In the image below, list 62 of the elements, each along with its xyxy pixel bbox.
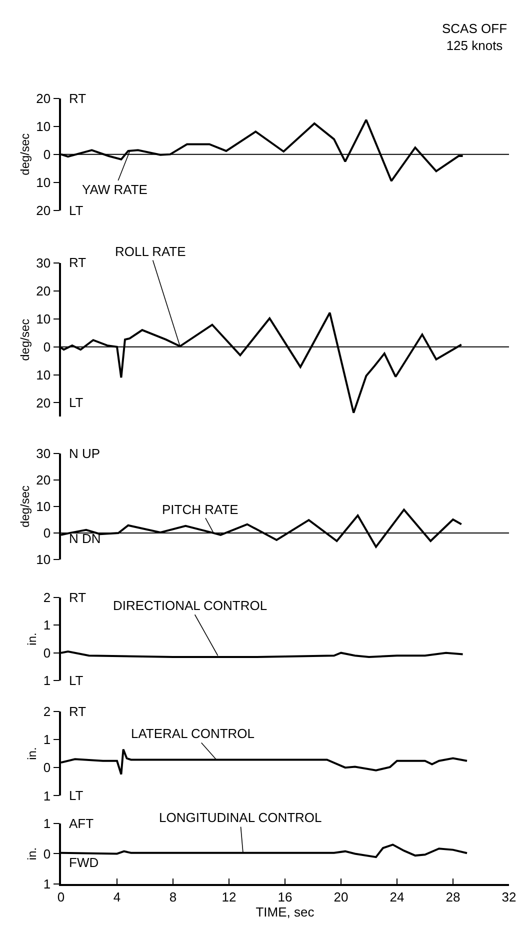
x-tick-label: 4	[113, 889, 121, 904]
y-tick-label: 10	[36, 499, 51, 514]
y-tick-label: 1	[43, 673, 51, 688]
y-tick-label: 10	[36, 367, 51, 382]
y-tick-label: 0	[43, 846, 51, 862]
x-axis-title: TIME, sec	[256, 904, 315, 920]
annotation: AFT	[69, 816, 94, 831]
annotation: LONGITUDINAL CONTROL	[159, 810, 322, 825]
y-tick-label: 1	[43, 618, 51, 633]
y-axis-title: deg/sec	[18, 133, 32, 176]
x-tick-label: 16	[278, 889, 292, 904]
annotation: RT	[69, 91, 86, 106]
y-tick-label: 1	[43, 732, 51, 748]
y-axis-title: in.	[25, 847, 40, 860]
annotation: LT	[69, 673, 84, 688]
y-tick-label: 1	[43, 816, 51, 832]
y-tick-label: 1	[43, 788, 51, 804]
y-tick-label: 0	[43, 526, 51, 541]
chart-title: SCAS OFF 125 knots	[442, 21, 508, 53]
x-tick-label: 28	[446, 889, 460, 904]
y-tick-label: 20	[36, 283, 51, 298]
annotation: DIRECTIONAL CONTROL	[113, 598, 268, 613]
y-tick-label: 10	[36, 118, 51, 134]
x-tick-label: 0	[57, 889, 65, 904]
y-tick-label: 10	[36, 174, 51, 190]
y-axis-title: deg/sec	[18, 318, 32, 361]
y-tick-label: 2	[43, 590, 51, 605]
y-tick-label: 10	[36, 552, 51, 568]
y-tick-label: 30	[36, 446, 51, 461]
annotation: YAW RATE	[82, 182, 148, 197]
y-tick-label: 20	[36, 202, 51, 218]
x-tick-label: 12	[222, 889, 236, 904]
y-tick-label: 20	[36, 90, 51, 106]
y-tick-label: 1	[43, 876, 51, 892]
annotation: N UP	[69, 446, 100, 461]
annotation: RT	[69, 255, 86, 270]
x-tick-label: 32	[502, 889, 516, 904]
y-tick-label: 0	[43, 339, 51, 354]
y-tick-label: 0	[43, 760, 51, 776]
x-tick-label: 24	[390, 889, 404, 904]
y-tick-label: 0	[43, 146, 51, 162]
annotation: N DN	[69, 531, 101, 546]
y-tick-label: 2	[43, 704, 51, 719]
y-tick-label: 10	[36, 311, 51, 326]
annotation: LT	[69, 395, 84, 410]
y-axis-title: in.	[25, 747, 40, 760]
x-tick-label: 20	[334, 889, 348, 904]
y-axis-title: deg/sec	[18, 485, 32, 528]
x-tick-label: 8	[169, 889, 177, 904]
annotation: RT	[69, 590, 86, 605]
y-tick-label: 0	[43, 645, 51, 660]
y-axis-title: in.	[25, 632, 40, 646]
y-tick-label: 30	[36, 256, 51, 271]
annotation: RT	[69, 704, 86, 719]
annotation: LATERAL CONTROL	[131, 726, 255, 741]
annotation: PITCH RATE	[162, 502, 239, 517]
y-tick-label: 20	[36, 472, 51, 488]
annotation: LT	[69, 203, 84, 218]
annotation: ROLL RATE	[115, 244, 186, 259]
y-tick-label: 20	[36, 395, 51, 410]
annotation: FWD	[69, 855, 99, 870]
annotation: LT	[69, 788, 84, 803]
